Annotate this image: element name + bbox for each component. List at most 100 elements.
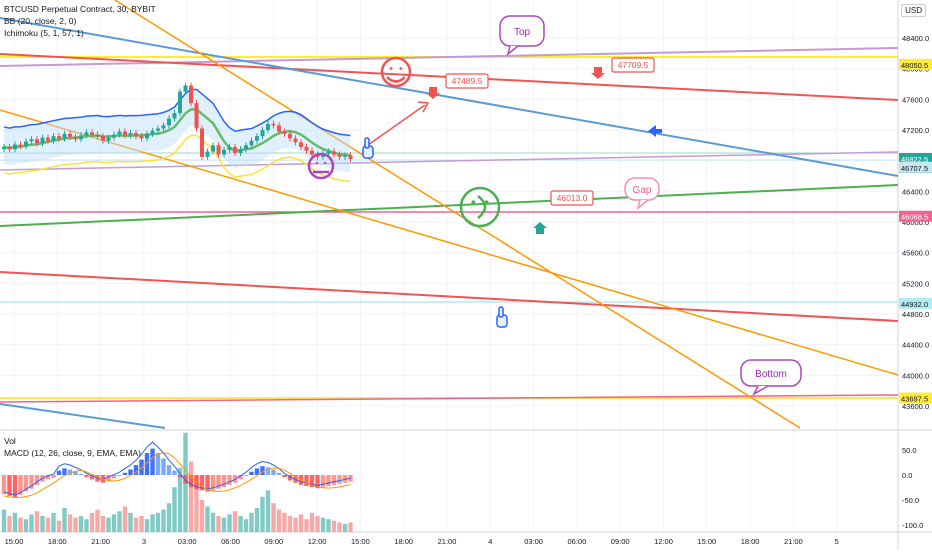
macd-bar — [320, 475, 326, 488]
bb-legend: BB (20, close, 2, 0) — [4, 16, 77, 26]
volume-bar — [155, 512, 161, 532]
candle-body — [112, 134, 116, 138]
candle-body — [238, 149, 243, 153]
candle-body — [134, 133, 138, 137]
volume-bar — [315, 516, 320, 532]
volume-bar — [150, 514, 155, 532]
price-tick-label: 43600.0 — [902, 402, 929, 411]
macd-bar — [18, 475, 23, 495]
smiley-eye — [324, 161, 327, 165]
time-tick-label: 4 — [488, 537, 492, 546]
volume-bar — [95, 509, 100, 532]
candle-body — [101, 136, 105, 141]
macd-bar — [205, 475, 210, 492]
time-tick-label: 15:00 — [697, 537, 716, 546]
price-tick-label: 47600.0 — [902, 95, 929, 104]
volume-bar — [7, 516, 12, 532]
macd-bar — [29, 475, 34, 489]
candle-body — [194, 103, 199, 129]
candle-body — [255, 136, 259, 141]
price-note-box — [550, 190, 594, 206]
time-tick-label: 12:00 — [654, 537, 673, 546]
candle-body — [277, 125, 281, 132]
macd-bar — [12, 475, 18, 497]
macd-bar — [183, 475, 188, 484]
candle-body — [84, 132, 89, 136]
candle-body — [68, 133, 72, 137]
volume-bar — [100, 516, 106, 532]
candle-body — [123, 131, 127, 136]
volume-bar — [128, 512, 133, 532]
smiley-face — [459, 186, 501, 228]
macd-bar — [227, 475, 232, 485]
volume-bar — [133, 517, 139, 532]
macd-bar — [265, 467, 271, 475]
macd-bar — [304, 475, 309, 486]
volume-bar — [51, 512, 56, 532]
volume-bar — [205, 506, 210, 532]
smiley-eye — [389, 67, 393, 70]
candle-body — [167, 118, 171, 126]
bubble-tail — [752, 385, 769, 396]
candle-body — [2, 146, 6, 150]
callout-bubble-bottom: Bottom — [740, 359, 802, 396]
price-label: 46068.5 — [901, 213, 928, 222]
candle-body — [332, 151, 336, 155]
macd-legend: MACD (12, 26, close, 9, EMA, EMA) — [4, 448, 141, 458]
volume-bar — [78, 516, 84, 532]
macd-bar — [210, 475, 216, 491]
volume-bar — [298, 514, 304, 532]
smiley-face — [307, 152, 335, 180]
macd-bar — [337, 475, 342, 484]
candle-body — [249, 140, 254, 146]
price-label-bg — [899, 297, 932, 309]
time-tick-label: 03:00 — [524, 537, 543, 546]
price-tick-label: 48400.0 — [902, 34, 929, 43]
price-label-bg — [899, 161, 932, 173]
currency-badge[interactable]: USD — [901, 4, 926, 17]
bb-basis — [3, 108, 351, 157]
hand-cursor-icon — [496, 306, 508, 328]
volume-bar — [40, 516, 45, 532]
candle-body — [189, 85, 193, 104]
trend-green — [0, 184, 899, 227]
macd-bar — [155, 453, 161, 475]
macd-bar — [51, 475, 56, 478]
macd-bar — [150, 448, 155, 475]
macd-bar — [238, 475, 243, 480]
smiley-eye — [471, 200, 476, 205]
macd-bar — [166, 465, 172, 475]
volume-bar — [84, 519, 89, 532]
candle-body — [282, 131, 287, 134]
volume-bar — [73, 517, 78, 532]
price-note-46013.0: 46013.0 — [550, 190, 594, 206]
volume-bar — [326, 519, 331, 532]
candle-body — [29, 139, 34, 142]
candle-body — [222, 149, 226, 155]
macd-bar — [56, 470, 62, 475]
macd-bar — [315, 475, 320, 489]
price-tick-label: 46000.0 — [902, 218, 929, 227]
candle-body — [216, 145, 221, 155]
candle-body — [211, 145, 215, 152]
volume-bar — [67, 514, 73, 532]
time-tick-label: 12:00 — [308, 537, 327, 546]
macd-bar — [144, 453, 150, 475]
macd-bar — [67, 469, 73, 475]
macd-tick-label: -50.0 — [902, 496, 919, 505]
macd-bar — [7, 475, 12, 496]
macd-tick-label: 50.0 — [902, 446, 917, 455]
volume-bar — [199, 500, 205, 532]
volume-bar — [304, 519, 309, 532]
smiley-face — [380, 56, 412, 88]
macd-bar — [1, 475, 7, 495]
volume-bar — [161, 509, 166, 532]
volume-bar — [106, 517, 111, 532]
volume-bar — [348, 522, 353, 532]
candle-body — [7, 146, 12, 150]
volume-bar — [243, 519, 249, 532]
price-tick-label: 44800.0 — [902, 310, 929, 319]
